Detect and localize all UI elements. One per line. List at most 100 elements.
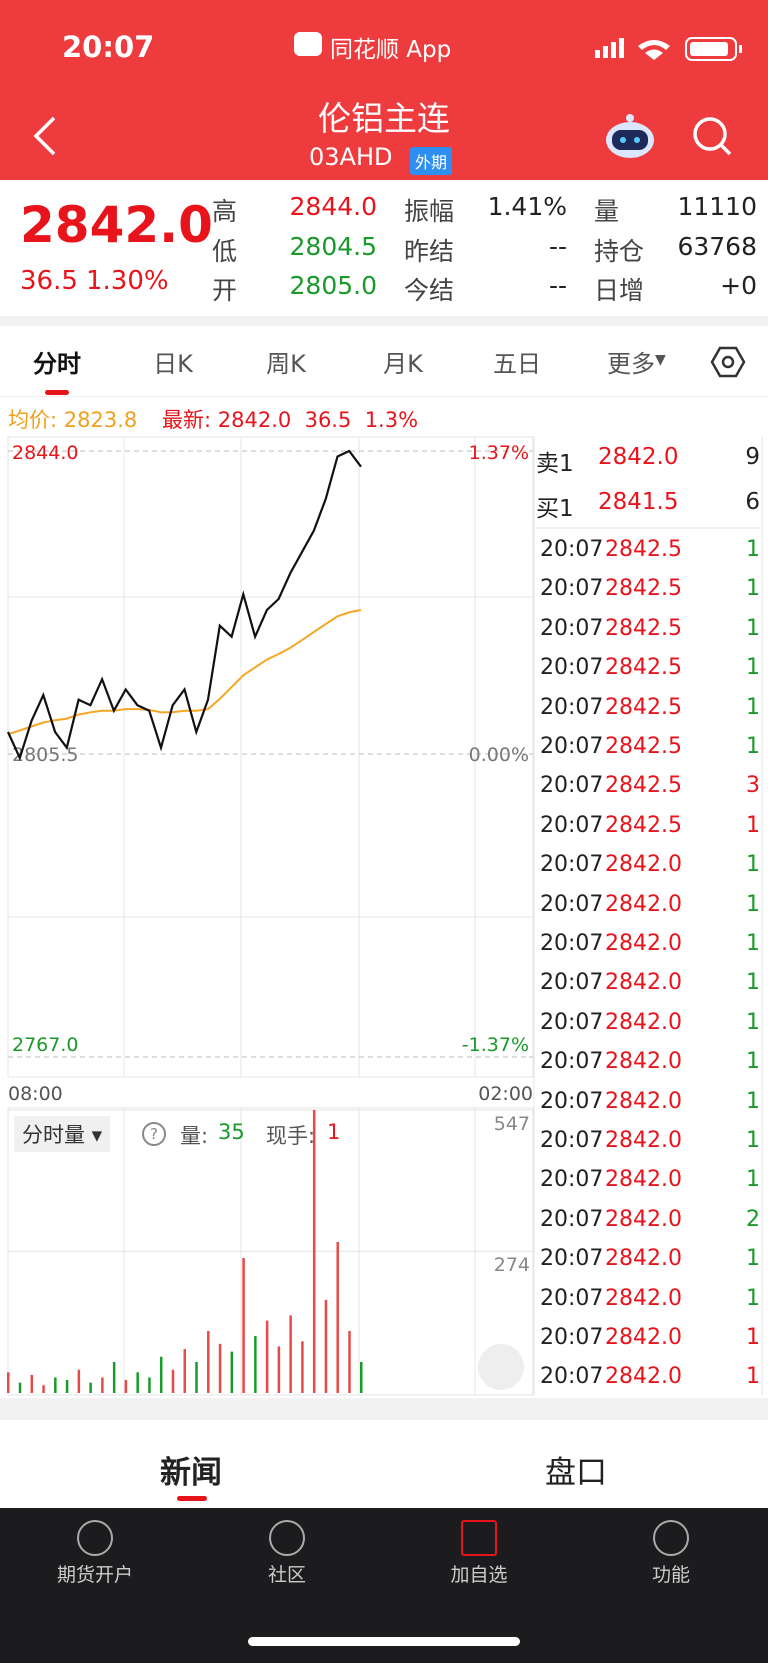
nav-label[interactable]: 社区 bbox=[267, 1564, 306, 1586]
book-volume: 6 bbox=[745, 489, 760, 515]
volume-bar bbox=[18, 1382, 22, 1393]
trade-volume: 1 bbox=[746, 1325, 760, 1350]
y-tick-label: 2805.5 bbox=[12, 744, 78, 766]
volume-bar bbox=[65, 1380, 69, 1393]
field-value: 63768 bbox=[677, 232, 757, 261]
trade-volume: 1 bbox=[746, 615, 760, 641]
robot-icon[interactable] bbox=[600, 112, 660, 162]
volume-bar bbox=[265, 1320, 269, 1393]
nav-label[interactable]: 期货开户 bbox=[56, 1564, 133, 1586]
tag: 外期 bbox=[410, 147, 453, 175]
trade-time: 20:07 bbox=[540, 1088, 604, 1114]
trade-volume: 1 bbox=[746, 1009, 760, 1035]
nav-icon[interactable] bbox=[77, 1520, 113, 1556]
home-indicator bbox=[248, 1637, 520, 1646]
volume-bar bbox=[30, 1374, 34, 1393]
tab[interactable]: 五日 bbox=[493, 350, 541, 378]
fullscreen-button[interactable] bbox=[478, 1344, 524, 1390]
back-button[interactable] bbox=[30, 114, 60, 158]
volume-bar bbox=[254, 1336, 257, 1393]
field-label: 量 bbox=[594, 197, 620, 226]
tab[interactable]: 更多 bbox=[607, 350, 655, 378]
trade-price: 2842.0 bbox=[605, 1206, 682, 1232]
field-label: 持仓 bbox=[594, 237, 645, 266]
field-value: 2804.5 bbox=[289, 232, 377, 261]
price: 2842.0 bbox=[20, 196, 213, 254]
trade-time: 20:07 bbox=[540, 734, 604, 759]
change: 36.5 bbox=[20, 266, 78, 296]
trade-time: 20:07 bbox=[540, 1206, 604, 1232]
trade-volume: 1 bbox=[746, 537, 760, 562]
field-value: 11110 bbox=[677, 192, 757, 221]
book-volume: 9 bbox=[745, 444, 760, 470]
field-label: 今结 bbox=[404, 276, 455, 305]
tab-underline bbox=[45, 390, 69, 395]
field-value: -- bbox=[548, 271, 567, 300]
trade-volume: 1 bbox=[746, 734, 760, 759]
intraday-chart: 2767.0 2805.5 2844.0 -1.37% 0.00% 1.37% 08:00 0… bbox=[6, 436, 763, 1396]
volume-bar bbox=[230, 1351, 234, 1393]
tab[interactable]: 分时 bbox=[33, 350, 81, 378]
price-line bbox=[6, 449, 362, 761]
field-value: +0 bbox=[720, 271, 757, 300]
trade-volume: 3 bbox=[746, 773, 760, 799]
trade-price: 2842.5 bbox=[605, 655, 682, 681]
book-price: 2841.5 bbox=[598, 489, 679, 515]
volume-bar bbox=[277, 1346, 281, 1393]
trade-time: 20:07 bbox=[540, 891, 604, 917]
trade-price: 2842.5 bbox=[605, 537, 682, 562]
volume-bar bbox=[195, 1361, 198, 1393]
volume-bar bbox=[89, 1382, 92, 1393]
pankou-tab[interactable]: 盘口 bbox=[545, 1455, 607, 1491]
nav-label[interactable]: 功能 bbox=[651, 1564, 690, 1586]
chart-frame bbox=[7, 436, 763, 1396]
nav-icon[interactable] bbox=[269, 1520, 305, 1556]
trade-time: 20:07 bbox=[540, 655, 604, 681]
field-value: 2805.0 bbox=[289, 271, 377, 300]
tab[interactable]: 周K bbox=[266, 350, 306, 378]
trade-volume: 1 bbox=[746, 1128, 760, 1153]
trade-price: 2842.5 bbox=[605, 615, 682, 641]
trade-price: 2842.0 bbox=[605, 1364, 682, 1390]
volume-bar bbox=[242, 1257, 245, 1393]
trade-price: 2842.0 bbox=[605, 1167, 682, 1193]
trade-time: 20:07 bbox=[540, 931, 604, 956]
trade-volume: 1 bbox=[746, 1049, 760, 1075]
trade-volume: 1 bbox=[746, 655, 760, 681]
y-tick-label: 2767.0 bbox=[12, 1034, 78, 1056]
trade-time: 20:07 bbox=[540, 615, 604, 641]
trade-volume: 1 bbox=[746, 970, 760, 996]
book-label: 买1 bbox=[536, 496, 574, 522]
trade-volume: 1 bbox=[746, 931, 760, 956]
trade-volume: 1 bbox=[746, 1167, 760, 1193]
y2-tick-label: 1.37% bbox=[469, 442, 529, 464]
pct: 1.30% bbox=[86, 266, 169, 296]
selector-text: 分时量 bbox=[22, 1123, 85, 1147]
news-tab[interactable]: 新闻 bbox=[160, 1455, 222, 1491]
tab[interactable]: 月K bbox=[383, 350, 423, 378]
volume-bar bbox=[101, 1377, 104, 1393]
nav-icon[interactable] bbox=[461, 1520, 497, 1556]
field-value: 1.41% bbox=[487, 192, 567, 221]
trade-time: 20:07 bbox=[540, 1325, 604, 1350]
hand-label: 现手: bbox=[266, 1124, 316, 1148]
more-arrow: ▼ bbox=[655, 352, 666, 368]
volume-bar bbox=[42, 1385, 45, 1393]
nav-label[interactable]: 加自选 bbox=[450, 1564, 508, 1586]
search-icon[interactable] bbox=[690, 114, 734, 158]
settings-icon[interactable] bbox=[710, 344, 746, 380]
field-label: 日增 bbox=[594, 276, 645, 305]
trade-volume: 1 bbox=[746, 576, 760, 602]
help-icon[interactable]: ? bbox=[142, 1122, 166, 1146]
tab[interactable]: 日K bbox=[153, 350, 193, 378]
trade-volume: 1 bbox=[746, 1285, 760, 1311]
trade-time: 20:07 bbox=[540, 1128, 604, 1153]
volume-bar bbox=[336, 1241, 339, 1393]
trade-price: 2842.0 bbox=[605, 1049, 682, 1075]
avg-price: 均价: 2823.8 bbox=[8, 408, 138, 432]
trade-volume: 2 bbox=[746, 1206, 760, 1232]
nav-icon[interactable] bbox=[653, 1520, 689, 1556]
volume-selector[interactable]: 分时量 ▾ bbox=[14, 1116, 111, 1152]
y2-tick-label: -1.37% bbox=[462, 1034, 529, 1056]
